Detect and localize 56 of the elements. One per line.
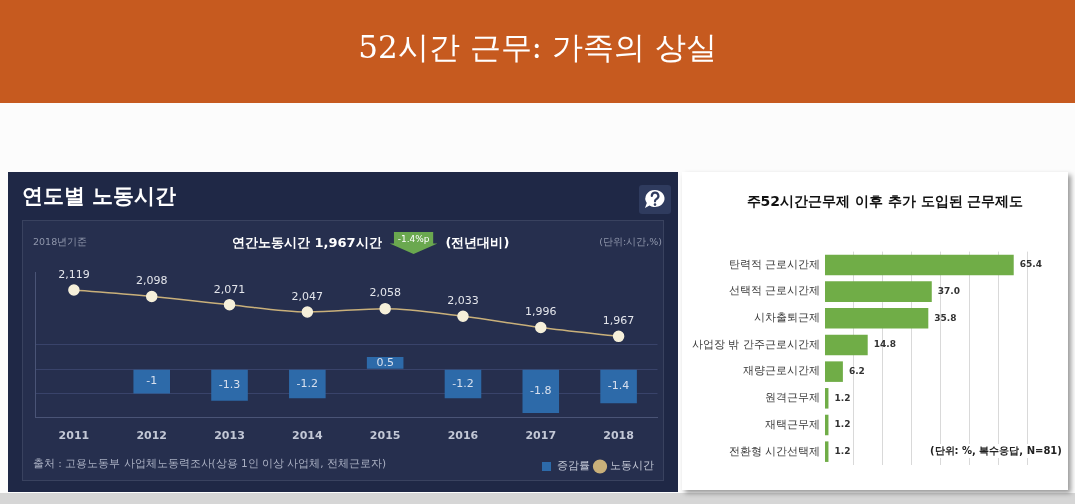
data-label: -1.2	[296, 376, 319, 390]
legend-label: 노동시간	[610, 459, 654, 473]
data-label: 1,967	[602, 314, 635, 328]
data-label: -1.3	[218, 378, 241, 392]
x-tick-label: 2017	[525, 429, 557, 443]
chart-subtitle: 연간노동시간 1,967시간	[232, 234, 382, 252]
data-label: 2,058	[369, 286, 401, 300]
source-note: 출처 : 고용노동부 사업체노동력조사(상용 1인 이상 사업체, 전체근로자)	[33, 457, 387, 471]
y-tick-label: 사업장 밖 간주근로시간제	[692, 337, 820, 351]
data-label: 6.2	[848, 365, 865, 376]
data-label: 2,119	[58, 267, 90, 281]
data-label: 2,098	[135, 274, 168, 288]
legend-label: 증감률	[556, 459, 590, 473]
data-label: 2,047	[291, 289, 324, 303]
data-label: 1.2	[834, 392, 851, 403]
x-tick-label: 2014	[292, 429, 323, 443]
data-label: 0.5	[376, 355, 394, 369]
x-tick-label: 2016	[447, 429, 479, 443]
text: 2018년기준	[33, 236, 88, 249]
x-tick-label: 2015	[369, 429, 401, 443]
y-tick-label: 재택근무제	[765, 417, 820, 431]
annotation: (단위: %, 복수응답, N=81)	[928, 444, 1064, 458]
y-tick-label: 선택적 근로시간제	[728, 284, 820, 298]
x-tick-label: 2011	[58, 429, 90, 443]
data-label: -1.2	[452, 376, 474, 390]
chart-title: 연도별 노동시간	[22, 183, 177, 209]
data-label: 65.4	[1019, 259, 1042, 270]
text: 52시간 근무: 가족의 상실	[357, 28, 718, 67]
data-label: 37.0	[937, 285, 960, 296]
x-tick-label: 2013	[214, 429, 245, 443]
y-tick-label: 탄력적 근로시간제	[728, 257, 820, 271]
y-tick-label: 재량근로시간제	[743, 364, 820, 378]
data-label: -1.8	[530, 384, 552, 398]
data-label: 2,033	[447, 294, 479, 308]
x-tick-label: 2018	[603, 429, 634, 443]
data-label: 1.2	[834, 446, 851, 457]
data-label: 2,071	[213, 282, 246, 296]
y-tick-label: 시차출퇴근제	[754, 311, 820, 325]
y-tick-label: 전환형 시간선택제	[728, 444, 820, 458]
bar	[825, 361, 843, 382]
bar	[825, 254, 1014, 276]
text: (전년대비)	[445, 234, 510, 252]
bar	[825, 334, 868, 356]
data-label: 35.8	[934, 312, 957, 323]
data-label: 1.2	[834, 419, 851, 430]
data-label: 14.8	[873, 339, 896, 350]
text: (단위:시간,%)	[599, 236, 662, 249]
data-label: -1	[146, 374, 158, 388]
data-label: -1.4	[607, 379, 630, 393]
bar	[825, 281, 932, 302]
x-tick-label: 2012	[136, 429, 168, 443]
chart-title: 주52시간근무제 이후 추가 도입된 근무제도	[745, 192, 1025, 211]
y-tick-label: 원격근무제	[765, 391, 820, 405]
text: -1.4%p	[389, 232, 438, 254]
bar	[825, 308, 929, 329]
data-label: 1,996	[525, 305, 557, 319]
